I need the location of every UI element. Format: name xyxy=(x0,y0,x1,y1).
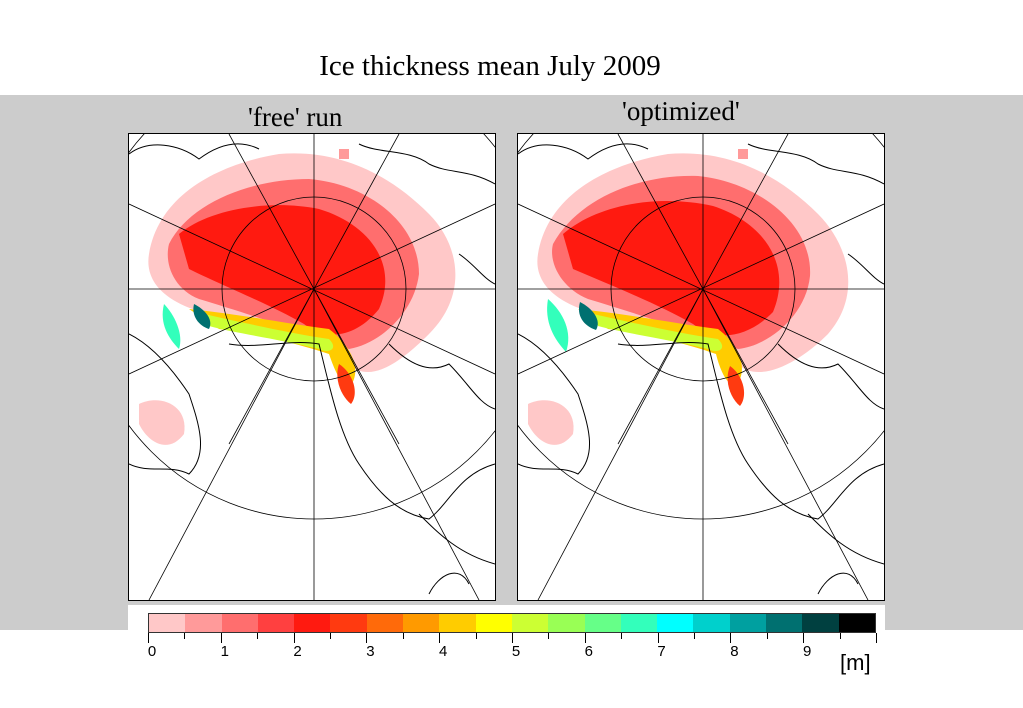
colorbar-tick xyxy=(803,633,805,643)
colorbar-tick xyxy=(621,633,623,639)
colorbar-tick-label: 2 xyxy=(293,643,302,660)
colorbar-swatch xyxy=(149,614,186,632)
colorbar-swatch xyxy=(511,614,549,632)
colorbar-swatch xyxy=(294,614,331,632)
ice-field xyxy=(139,149,456,445)
colorbar-tick xyxy=(184,633,186,639)
colorbar-unit: [m] xyxy=(840,650,871,675)
colorbar-swatch xyxy=(221,614,258,632)
colorbar-tick-label: 9 xyxy=(803,643,812,660)
colorbar-tick xyxy=(439,633,441,643)
colorbar-swatch xyxy=(330,614,367,632)
colorbar-tick-label: 3 xyxy=(366,643,375,660)
graticule xyxy=(518,134,884,600)
colorbar-swatch xyxy=(729,614,767,632)
colorbar-tick-label: 0 xyxy=(147,643,157,660)
coastlines xyxy=(518,143,884,595)
colorbar-swatch xyxy=(548,614,585,632)
colorbar-tick-label: 6 xyxy=(584,643,593,660)
colorbar-tick xyxy=(876,633,877,643)
colorbar-swatch xyxy=(257,614,295,632)
colorbar-tick xyxy=(293,633,295,643)
panel-label-free-run: 'free' run xyxy=(248,102,343,132)
colorbar-swatch xyxy=(185,614,222,632)
map-free-run-graphic xyxy=(129,134,495,600)
colorbar-tick-label: 7 xyxy=(657,643,666,660)
colorbar-swatch xyxy=(439,614,476,632)
colorbar-swatch xyxy=(838,614,875,632)
colorbar-tick-label: 5 xyxy=(511,643,521,660)
colorbar-swatch xyxy=(584,614,621,632)
colorbar-tick xyxy=(657,633,659,643)
colorbar-tick xyxy=(584,633,586,643)
colorbar-tick xyxy=(330,633,331,639)
colorbar-tick xyxy=(839,633,841,639)
map-optimized-graphic xyxy=(518,134,884,600)
colorbar-swatch xyxy=(366,614,404,632)
colorbar-tick xyxy=(730,633,732,643)
colorbar-tick xyxy=(512,633,513,643)
map-free-run xyxy=(128,133,496,601)
colorbar-tick xyxy=(475,633,477,639)
colorbar-swatch xyxy=(403,614,440,632)
colorbar xyxy=(148,613,876,633)
coastlines xyxy=(129,143,495,595)
colorbar-tick-label: 8 xyxy=(730,643,739,660)
colorbar-tick xyxy=(257,633,259,639)
ice-field xyxy=(528,149,849,445)
colorbar-tick xyxy=(766,633,768,639)
colorbar-tick xyxy=(548,633,550,639)
colorbar-tick xyxy=(694,633,695,639)
colorbar-swatch xyxy=(693,614,730,632)
colorbar-tick xyxy=(148,633,149,643)
colorbar-tick xyxy=(220,633,222,643)
panel-label-optimized: 'optimized' xyxy=(622,96,740,126)
map-optimized xyxy=(517,133,885,601)
colorbar-swatch xyxy=(802,614,839,632)
colorbar-tick xyxy=(366,633,368,643)
colorbar-swatch xyxy=(657,614,694,632)
colorbar-swatch xyxy=(766,614,803,632)
graticule xyxy=(129,134,495,600)
colorbar-swatch xyxy=(475,614,512,632)
colorbar-swatch xyxy=(620,614,658,632)
colorbar-ticks: 0 1 2 3 4 5 6 7 8 9 xyxy=(147,633,877,663)
figure-title: Ice thickness mean July 2009 xyxy=(319,50,661,82)
colorbar-tick-label: 4 xyxy=(439,643,448,660)
colorbar-tick-label: 1 xyxy=(220,643,229,660)
colorbar-tick xyxy=(402,633,404,639)
